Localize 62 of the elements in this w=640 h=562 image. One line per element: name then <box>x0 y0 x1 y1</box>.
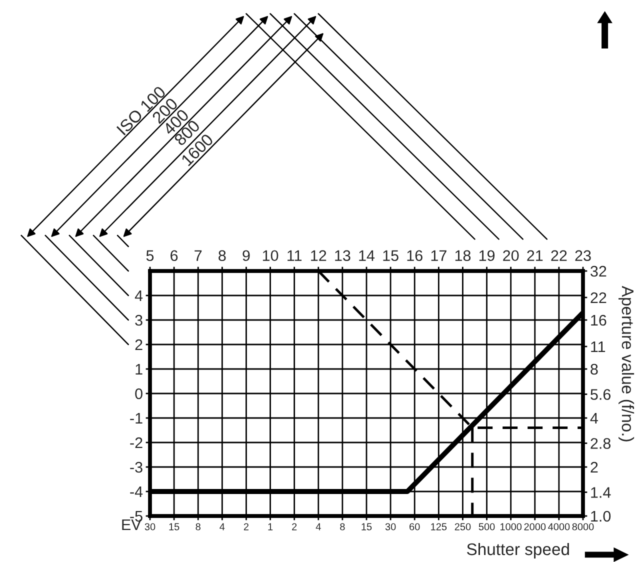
y2-tick-label: 2.8 <box>590 438 611 449</box>
x-tick-label: 15 <box>169 523 180 530</box>
x-tick-label: 8000 <box>572 523 594 530</box>
x2-tick-label: 10 <box>262 250 278 262</box>
x-axis-title: Shutter speed <box>467 542 569 558</box>
y2-tick-label: 22 <box>590 292 606 304</box>
y-tick-label: -2 <box>130 437 142 448</box>
y2-tick-label: 32 <box>590 266 606 277</box>
x-tick-label: 125 <box>431 523 447 530</box>
x2-tick-label: 11 <box>288 250 302 261</box>
y-tick-label: -5 <box>130 511 142 522</box>
y2-tick-label: 8 <box>590 364 598 375</box>
y-tick-label: 4 <box>134 290 143 302</box>
y2-tick-label: 11 <box>591 342 606 352</box>
x-tick-label: 15 <box>362 523 372 530</box>
x2-tick-label: 23 <box>575 250 591 262</box>
x2-tick-label: 18 <box>455 250 471 262</box>
y-tick-label: 0 <box>135 388 142 400</box>
x-tick-label: 30 <box>144 523 156 530</box>
x2-tick-label: 5 <box>146 250 154 262</box>
x2-tick-label: 21 <box>527 250 543 261</box>
x-tick-label: 500 <box>478 523 495 530</box>
x-tick-label: 2 <box>292 523 297 530</box>
y2-tick-label: 1.0 <box>591 510 611 522</box>
x2-tick-label: 13 <box>335 250 350 262</box>
x-tick-label: 4 <box>220 523 225 530</box>
x2-tick-label: 20 <box>503 250 519 262</box>
x-tick-label: 2000 <box>524 523 546 530</box>
x2-tick-label: 9 <box>242 250 250 262</box>
y2-axis-title: Aperture value (f/no.) <box>618 286 634 442</box>
x2-tick-label: 7 <box>194 250 202 261</box>
y-axis-title: EV <box>122 520 142 530</box>
y-tick-label: 3 <box>135 314 142 326</box>
y-tick-label: 2 <box>135 339 142 350</box>
y2-tick-label: 2 <box>590 462 598 473</box>
x2-tick-label: 12 <box>311 250 326 261</box>
y2-tick-label: 16 <box>591 314 606 326</box>
x2-tick-label: 14 <box>359 250 375 261</box>
x-tick-label: 60 <box>410 523 420 530</box>
y2-tick-label: 1.4 <box>591 487 611 498</box>
x2-tick-label: 22 <box>551 250 567 261</box>
y-tick-label: -1 <box>130 413 142 424</box>
y-tick-label: -4 <box>130 486 143 498</box>
x2-tick-label: 15 <box>383 250 398 262</box>
y-tick-label: -3 <box>130 462 142 473</box>
x-tick-label: 8 <box>340 523 345 530</box>
x-tick-label: 4000 <box>548 523 570 530</box>
x-tick-label: 2 <box>244 523 248 530</box>
x-tick-label: 1 <box>268 523 273 530</box>
x-tick-label: 4 <box>316 523 321 530</box>
x2-tick-label: 8 <box>218 250 226 262</box>
x2-tick-label: 16 <box>407 250 422 262</box>
x-tick-label: 30 <box>385 523 396 530</box>
y-tick-label: 1 <box>136 364 142 375</box>
x2-tick-label: 17 <box>431 250 446 261</box>
x-tick-label: 250 <box>454 523 471 530</box>
x2-tick-label: 6 <box>170 250 178 262</box>
x-tick-label: 8 <box>196 523 200 530</box>
y2-tick-label: 5.6 <box>590 389 611 400</box>
x-tick-label: 1000 <box>500 523 522 530</box>
x2-tick-label: 19 <box>479 250 495 262</box>
y2-tick-label: 4 <box>590 413 598 424</box>
